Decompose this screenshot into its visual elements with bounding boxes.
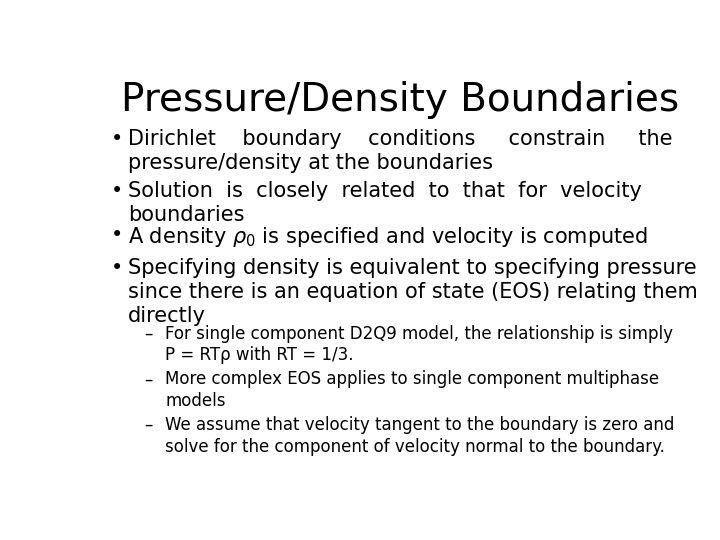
Text: A density $\rho_0$ is specified and velocity is computed: A density $\rho_0$ is specified and velo… [128,225,648,249]
Text: •: • [111,181,123,201]
Text: Dirichlet    boundary    conditions     constrain     the
pressure/density at th: Dirichlet boundary conditions constrain … [128,129,672,173]
Text: •: • [111,258,123,278]
Text: Specifying density is equivalent to specifying pressure
since there is an equati: Specifying density is equivalent to spec… [128,258,698,326]
Text: –: – [145,370,153,388]
Text: More complex EOS applies to single component multiphase
models: More complex EOS applies to single compo… [166,370,660,410]
Text: Pressure/Density Boundaries: Pressure/Density Boundaries [121,82,679,119]
Text: We assume that velocity tangent to the boundary is zero and
solve for the compon: We assume that velocity tangent to the b… [166,416,675,456]
Text: –: – [145,325,153,343]
Text: Solution  is  closely  related  to  that  for  velocity
boundaries: Solution is closely related to that for … [128,181,642,225]
Text: For single component D2Q9 model, the relationship is simply
P = RTρ with RT = 1/: For single component D2Q9 model, the rel… [166,325,673,364]
Text: •: • [111,225,123,245]
Text: –: – [145,416,153,434]
Text: •: • [111,129,123,149]
